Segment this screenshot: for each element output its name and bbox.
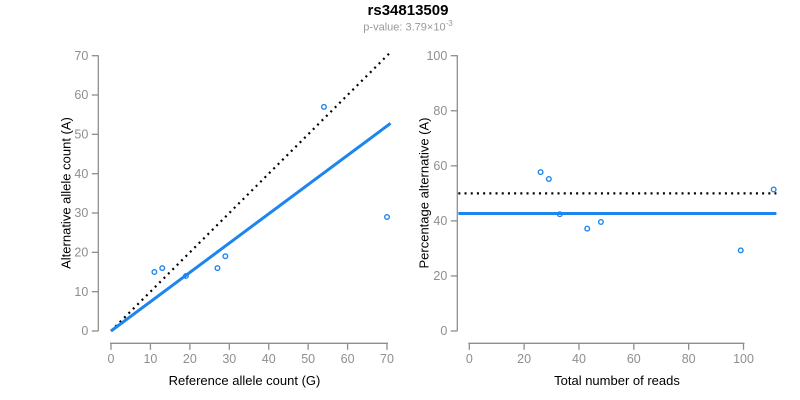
y-tick-label: 10: [74, 285, 88, 299]
data-point: [151, 269, 158, 276]
left-plot: 0 10 20 30 40 50 60 70 0 10 20 30 40 50 60 70: [74, 49, 394, 366]
plot-title: rs34813509: [367, 2, 449, 19]
x-tick-label: 0: [108, 352, 115, 366]
y-tick-label: 60: [74, 88, 88, 102]
data-point: [182, 272, 189, 279]
x-tick-label: 60: [341, 352, 355, 366]
right-plot: 0 20 40 60 80 100 0 20 40 60 80 100: [426, 49, 777, 366]
subtitle-text: p-value: 3.79×10: [363, 21, 446, 34]
x-tick-label: 40: [262, 352, 276, 366]
x-tick-label: 100: [733, 352, 754, 366]
right-y-axis-title: Percentage alternative (A): [416, 117, 432, 269]
x-tick-label: 10: [143, 352, 157, 366]
data-point: [214, 265, 221, 272]
plot-subtitle: p-value: 3.79×10-3: [363, 19, 452, 34]
y-tick-label: 40: [433, 214, 447, 228]
data-point: [537, 169, 544, 176]
left-y-axis-title: Alternative allele count (A): [58, 117, 74, 269]
data-point: [597, 218, 604, 225]
x-tick-label: 80: [682, 352, 696, 366]
y-tick-label: 40: [74, 167, 88, 181]
y-tick-label: 0: [81, 324, 88, 338]
data-point: [159, 265, 166, 272]
data-point: [384, 213, 391, 220]
y-tick-label: 70: [74, 49, 88, 63]
subtitle-exponent: -3: [445, 19, 453, 28]
y-tick-label: 50: [74, 128, 88, 142]
data-point: [545, 176, 552, 183]
data-point: [320, 103, 327, 110]
y-tick-label: 0: [440, 324, 447, 338]
x-tick-label: 30: [222, 352, 236, 366]
allelic-fit-line: [110, 122, 392, 333]
data-point: [770, 186, 777, 193]
left-x-axis-title: Reference allele count (G): [168, 373, 321, 388]
y-tick-label: 30: [74, 206, 88, 220]
y-tick-label: 60: [433, 159, 447, 173]
y-tick-label: 20: [74, 246, 88, 260]
right-x-axis-title: Total number of reads: [554, 373, 680, 388]
data-point: [737, 247, 744, 254]
y-tick-label: 100: [426, 49, 447, 63]
y-tick-label: 20: [433, 269, 447, 283]
x-tick-label: 20: [183, 352, 197, 366]
x-tick-label: 40: [572, 352, 586, 366]
identity-line: [110, 52, 391, 332]
data-point: [556, 211, 563, 218]
x-tick-label: 0: [466, 352, 473, 366]
x-tick-label: 70: [380, 352, 394, 366]
x-tick-label: 60: [627, 352, 641, 366]
data-point: [584, 225, 591, 232]
data-point: [222, 253, 229, 260]
x-tick-label: 50: [301, 352, 315, 366]
x-tick-label: 20: [517, 352, 531, 366]
y-tick-label: 80: [433, 104, 447, 118]
